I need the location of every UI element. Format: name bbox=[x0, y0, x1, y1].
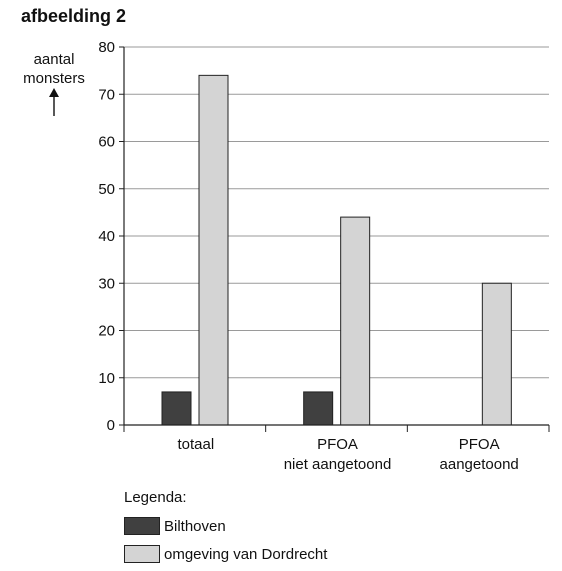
y-axis-label-line: aantal bbox=[34, 51, 75, 68]
category-label: totaal bbox=[177, 436, 214, 453]
category-label: aangetoond bbox=[440, 456, 519, 473]
legend-swatch-bilthoven bbox=[124, 517, 160, 535]
y-tick-label: 70 bbox=[98, 86, 115, 103]
y-axis-label-line: monsters bbox=[23, 70, 85, 87]
legend-swatch-dordrecht bbox=[124, 545, 160, 563]
y-tick-label: 20 bbox=[98, 323, 115, 340]
bar-dordrecht bbox=[198, 74, 229, 426]
figure-title: afbeelding 2 bbox=[21, 6, 127, 26]
y-tick-label: 80 bbox=[98, 39, 115, 56]
y-tick-label: 10 bbox=[98, 370, 115, 387]
y-tick-labels: 0 10 20 30 40 50 60 70 80 bbox=[98, 39, 115, 434]
bars bbox=[161, 74, 512, 426]
y-tick-label: 50 bbox=[98, 181, 115, 198]
category-labels: totaal PFOA niet aangetoond PFOA aangetoond bbox=[177, 436, 518, 473]
category-label: niet aangetoond bbox=[284, 456, 392, 473]
legend-title: Legenda: bbox=[124, 489, 187, 506]
y-axis-label: aantal monsters bbox=[23, 51, 85, 116]
y-tick-label: 0 bbox=[107, 417, 115, 434]
bar-bilthoven bbox=[303, 391, 334, 426]
legend-item-dordrecht: omgeving van Dordrecht bbox=[124, 543, 327, 565]
y-tick-label: 30 bbox=[98, 275, 115, 292]
up-arrow-icon bbox=[49, 88, 59, 97]
bar-chart: 0 10 20 30 40 50 60 70 80 totaal PFOA niet aangeto… bbox=[23, 39, 550, 473]
gridlines bbox=[124, 46, 549, 379]
y-tick-label: 60 bbox=[98, 134, 115, 151]
bar-dordrecht bbox=[481, 282, 512, 426]
category-label: PFOA bbox=[459, 436, 500, 453]
y-tick-label: 40 bbox=[98, 228, 115, 245]
bar-dordrecht bbox=[340, 216, 371, 426]
bar-bilthoven bbox=[161, 391, 192, 426]
legend-label-bilthoven: Bilthoven bbox=[164, 517, 226, 535]
axes bbox=[119, 46, 550, 432]
legend-item-bilthoven: Bilthoven bbox=[124, 515, 226, 537]
category-label: PFOA bbox=[317, 436, 358, 453]
legend-label-dordrecht: omgeving van Dordrecht bbox=[164, 545, 328, 563]
